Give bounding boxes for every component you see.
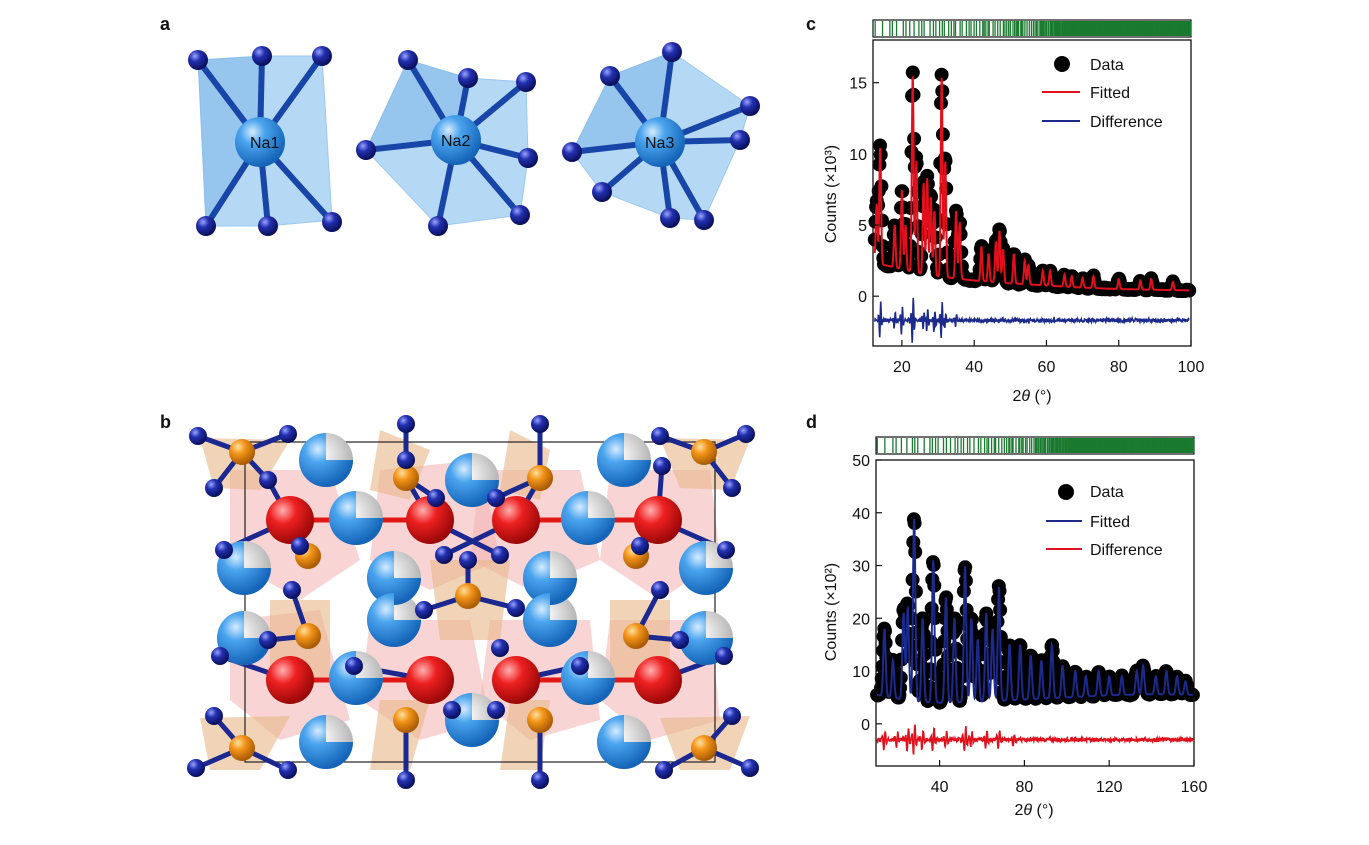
d-y-tick-label: 40 [852, 506, 870, 523]
c-legend-fitted-label: Fitted [1090, 85, 1130, 102]
c-legend-difference-label: Difference [1090, 114, 1163, 131]
panel-a-coordination-polyhedra: a Na1 [160, 14, 760, 236]
na1-polyhedron: Na1 [188, 46, 342, 236]
d-data-point [904, 638, 919, 653]
d-x-tick-label: 40 [931, 779, 949, 796]
d-data-point [901, 599, 915, 614]
c-x-tick-label: 80 [1110, 359, 1128, 376]
panel-letter-c: c [806, 14, 816, 34]
panel-letter-b: b [160, 412, 171, 432]
d-y-tick-label: 30 [852, 559, 870, 576]
d-ticks: 40 80 120 160 0 10 20 30 40 50 [852, 453, 1207, 796]
d-y-tick-label: 20 [852, 611, 870, 628]
na-sites-large [217, 433, 733, 769]
d-fitted-curve [877, 518, 1193, 704]
c-difference-curve [874, 297, 1190, 343]
panel-b-crystal-structure: b [160, 412, 759, 789]
na2-polyhedron: Na2 [356, 50, 538, 236]
d-legend-data-marker [1058, 484, 1074, 500]
c-x-tick-label: 40 [965, 359, 983, 376]
na2-atom [431, 115, 481, 165]
d-x-axis-label: 2θ (°) [1014, 802, 1053, 819]
d-difference-curve [876, 724, 1194, 755]
d-legend-fitted-label: Fitted [1090, 514, 1130, 531]
d-y-axis-label: Counts (×10²) [823, 563, 840, 661]
unit-cell-outline [244, 441, 716, 763]
na3-atom [635, 117, 685, 167]
c-x-tick-label: 60 [1038, 359, 1056, 376]
na1-atom [235, 117, 285, 167]
na3-label: Na3 [645, 135, 674, 152]
c-legend: Data Fitted Difference [1042, 56, 1163, 131]
c-y-axis-label: Counts (×10³) [823, 145, 840, 243]
c-x-tick-label: 100 [1178, 359, 1205, 376]
panel-d-neutron-chart: d 40 80 120 160 0 10 20 30 40 50 Counts (×10²) 2θ… [806, 412, 1207, 819]
c-legend-data-label: Data [1090, 57, 1124, 74]
d-plot-area [870, 512, 1200, 755]
d-y-tick-label: 0 [861, 717, 870, 734]
d-legend: Data Fitted Difference [1046, 484, 1163, 559]
c-plot-frame [872, 39, 1192, 347]
na1-label: Na1 [250, 135, 279, 152]
panel-letter-a: a [160, 14, 171, 34]
d-legend-data-label: Data [1090, 484, 1124, 501]
d-x-tick-label: 160 [1181, 779, 1208, 796]
c-plot-area [867, 65, 1197, 343]
c-ticks: 20 40 60 80 100 0 5 10 15 [849, 76, 1204, 376]
n-atoms [187, 415, 759, 789]
c-data-point [905, 65, 920, 80]
na3-polyhedron: Na3 [562, 42, 760, 230]
d-y-tick-label: 10 [852, 664, 870, 681]
d-x-tick-label: 80 [1016, 779, 1034, 796]
na2-label: Na2 [441, 133, 470, 150]
d-legend-difference-label: Difference [1090, 542, 1163, 559]
d-x-tick-label: 120 [1096, 779, 1123, 796]
d-plot-frame [875, 459, 1195, 767]
d-bragg-reflections-bar [875, 436, 1195, 455]
panel-c-xrd-chart: c 20 40 60 80 100 0 5 10 15 Counts (×10³) 2θ (°)… [806, 14, 1204, 405]
c-x-axis-label: 2θ (°) [1012, 388, 1051, 405]
c-legend-data-marker [1054, 56, 1070, 72]
c-data-point [934, 67, 949, 82]
d-data-point [939, 590, 954, 605]
c-fitted-curve [873, 76, 1190, 292]
d-data-point [893, 680, 908, 695]
panel-letter-d: d [806, 412, 817, 432]
c-y-tick-label: 0 [858, 289, 867, 306]
c-y-tick-label: 5 [858, 218, 867, 235]
c-bragg-reflections-bar [872, 19, 1192, 38]
c-y-tick-label: 15 [849, 76, 867, 93]
red-atoms [266, 496, 682, 704]
c-y-tick-label: 10 [849, 147, 867, 164]
d-y-tick-label: 50 [852, 453, 870, 470]
c-x-tick-label: 20 [893, 359, 911, 376]
